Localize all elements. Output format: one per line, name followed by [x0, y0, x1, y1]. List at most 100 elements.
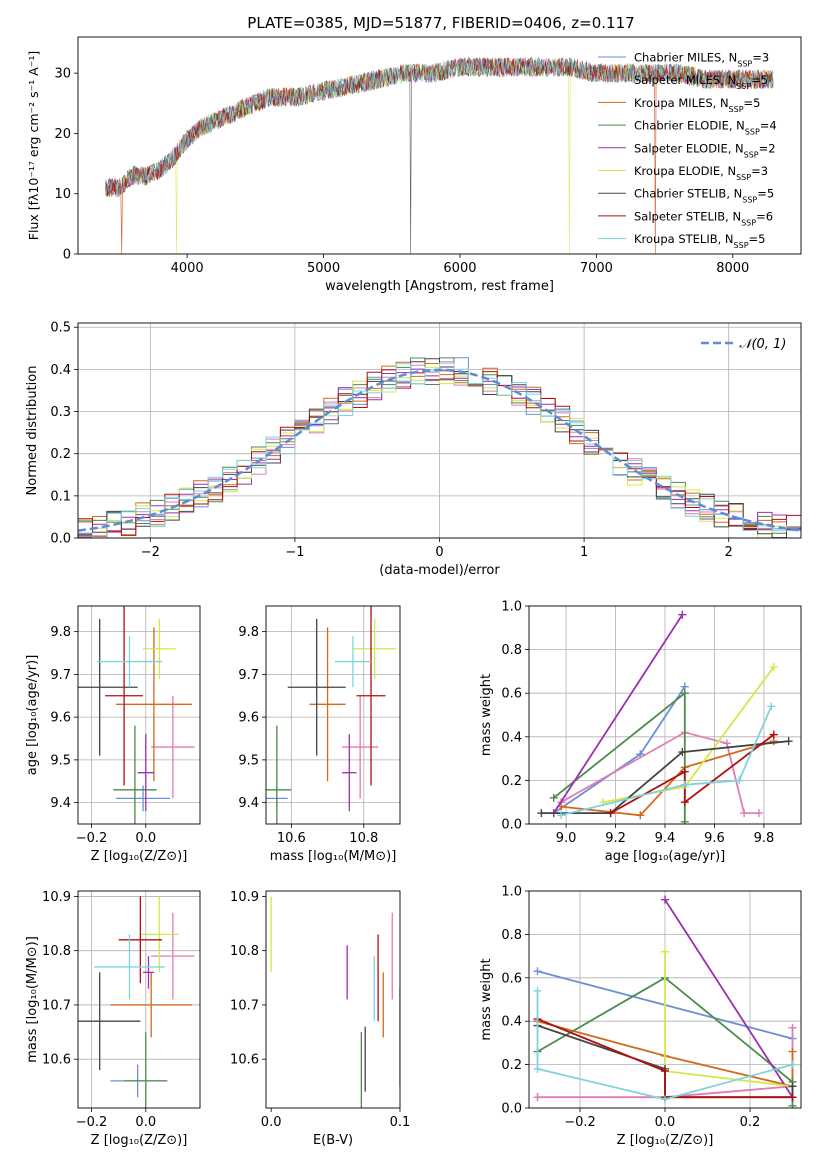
panel-mass-vs-ebv: 0.0 0.1 10.6 10.7 10.8 10.9 E(B-V): [230, 890, 410, 1148]
x-tick-label: 0.1: [390, 1115, 411, 1130]
y-tick-label: 20: [54, 127, 71, 142]
y-tick-label: 0.8: [501, 643, 522, 658]
legend-entry: Chabrier STELIB, NSSP=5: [634, 187, 774, 205]
x-tick-label: −1: [285, 545, 304, 560]
data-point: [740, 809, 749, 818]
legend-entry: Kroupa MILES, NSSP=5: [634, 96, 760, 114]
y-tick-label: 0.2: [501, 774, 522, 789]
panel-residuals: −2 −1 0 1 2 0.0 0.1 0.2 0.3 0.4 0.5 (data-model)/er…: [25, 321, 802, 578]
x-tick-label: 7000: [580, 261, 613, 276]
x-tick-label: 10.6: [277, 831, 306, 846]
panel-age-vs-mass: 10.6 10.8 9.4 9.5 9.6 9.7 9.8 mass [log₁₀(M/M⊙)…: [238, 605, 401, 864]
axes-frame: [265, 605, 401, 825]
series-line: [537, 1020, 794, 1088]
x-tick-label: 9.0: [556, 831, 577, 846]
x-axis-label: Z [log₁₀(Z/Z⊙)]: [91, 1133, 188, 1148]
data-point: [680, 798, 689, 807]
y-tick-label: 0.2: [501, 1058, 522, 1073]
y-tick-label: 9.7: [50, 668, 71, 683]
axes-frame: [77, 322, 802, 539]
data-point: [606, 809, 615, 818]
panel-weight-vs-Z: −0.2 0.0 0.2 0.0 0.2 0.4 0.6 0.8 1.0 Z [log₁₀(Z/Z…: [479, 885, 802, 1148]
histogram-steps: [78, 366, 801, 538]
legend-entry: Salpeter ELODIE, NSSP=2: [634, 141, 776, 159]
data-point: [680, 767, 689, 776]
series-line: [560, 731, 759, 814]
y-tick-label: 10.9: [230, 890, 259, 905]
y-tick-label: 9.7: [238, 668, 259, 683]
spectrum-line: [105, 57, 774, 198]
series-line: [541, 740, 789, 814]
data-point: [769, 663, 778, 672]
data-point: [788, 1060, 797, 1069]
x-axis-label: Z [log₁₀(Z/Z⊙)]: [91, 849, 188, 864]
y-tick-label: 1.0: [501, 600, 522, 615]
series-line: [610, 733, 775, 814]
data-point: [636, 811, 645, 820]
x-tick-label: 0.0: [135, 831, 156, 846]
y-tick-label: 10.7: [230, 998, 259, 1013]
x-axis-label: E(B-V): [313, 1133, 353, 1148]
normal-curve: [78, 368, 801, 532]
x-axis-label: (data-model)/error: [379, 563, 500, 578]
data-point: [788, 1101, 797, 1108]
legend-entry: 𝒩(0, 1): [739, 337, 786, 352]
x-tick-label: 9.6: [704, 831, 725, 846]
plot-area: [270, 896, 400, 1108]
x-axis-label: age [log₁₀(age/yr)]: [605, 849, 726, 864]
panel-weight-vs-age: 9.0 9.2 9.4 9.6 9.8 0.0 0.2 0.4 0.6 0.8 1.0 age [lo…: [479, 600, 802, 864]
y-tick-label: 0.0: [501, 1102, 522, 1117]
x-tick-label: 9.8: [754, 831, 775, 846]
x-tick-label: 0.0: [261, 1115, 282, 1130]
y-tick-label: 9.8: [238, 625, 259, 640]
x-axis-label: Z [log₁₀(Z/Z⊙)]: [617, 1133, 714, 1148]
x-tick-label: 0: [435, 545, 443, 560]
x-tick-label: 1: [580, 545, 588, 560]
y-tick-label: 0.5: [50, 321, 71, 336]
x-tick-label: −0.2: [564, 1115, 596, 1130]
data-point: [661, 947, 669, 956]
y-tick-label: 10.7: [42, 998, 71, 1013]
y-tick-label: 0.4: [501, 730, 522, 745]
y-tick-label: 0.3: [50, 405, 71, 420]
panel-spectrum: 4000 5000 6000 7000 8000 0 10 20 30 wavelength [A…: [26, 36, 802, 294]
y-tick-label: 10.6: [42, 1053, 71, 1068]
y-tick-label: 0.8: [501, 928, 522, 943]
data-point: [661, 895, 669, 904]
y-tick-label: 9.6: [50, 711, 71, 726]
y-tick-label: 9.4: [50, 796, 71, 811]
spectrum-line: [105, 57, 774, 254]
histogram-steps: [78, 369, 801, 537]
y-tick-label: 0.6: [501, 971, 522, 986]
data-point: [722, 739, 731, 748]
y-axis-label: mass [log₁₀(M/M⊙)]: [25, 936, 40, 1063]
data-point: [678, 610, 687, 619]
x-tick-label: 8000: [716, 261, 749, 276]
plot-area: [537, 610, 793, 824]
data-point: [680, 817, 689, 824]
y-tick-label: 0.1: [50, 489, 71, 504]
y-tick-label: 0.4: [501, 1015, 522, 1030]
spectrum-line: [105, 57, 774, 197]
x-tick-label: −0.2: [76, 1115, 108, 1130]
y-tick-label: 9.8: [50, 625, 71, 640]
series-line: [664, 899, 794, 1098]
x-tick-label: −2: [141, 545, 160, 560]
plot-area: [78, 896, 195, 1108]
y-tick-label: 1.0: [501, 885, 522, 900]
histogram-steps: [78, 362, 801, 538]
x-tick-label: 0.0: [135, 1115, 156, 1130]
series-line: [537, 1018, 793, 1099]
axes-frame: [77, 605, 201, 825]
y-axis-label: Flux [fλ10⁻¹⁷ erg cm⁻² s⁻¹ A⁻¹]: [26, 51, 41, 240]
axes-frame: [265, 890, 401, 1109]
data-point: [533, 1064, 542, 1073]
x-tick-label: 6000: [443, 261, 476, 276]
x-tick-label: 5000: [307, 261, 340, 276]
legend-entry: Chabrier MILES, NSSP=3: [634, 51, 769, 69]
y-tick-label: 9.6: [238, 711, 259, 726]
data-point: [661, 1067, 669, 1076]
y-tick-label: 9.4: [238, 796, 259, 811]
